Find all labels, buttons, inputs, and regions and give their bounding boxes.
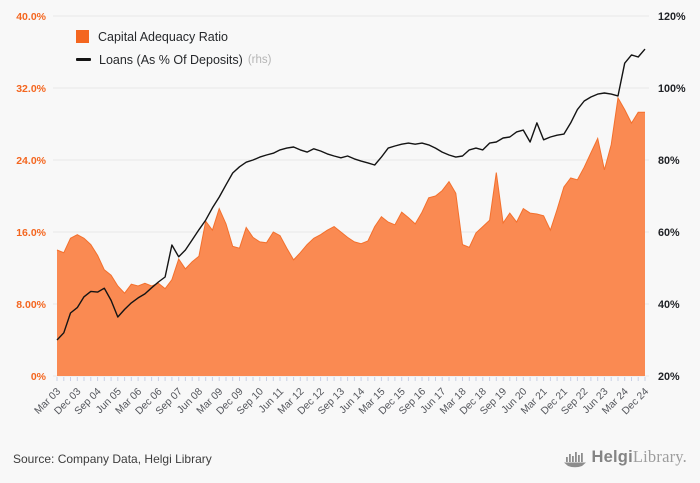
legend-suffix-rhs: (rhs): [247, 53, 272, 66]
svg-text:8.00%: 8.00%: [16, 299, 46, 311]
legend-item-loans: Loans (As % Of Deposits) (rhs): [76, 48, 271, 71]
svg-text:60%: 60%: [658, 227, 680, 239]
svg-text:100%: 100%: [658, 83, 686, 95]
svg-text:0%: 0%: [31, 371, 47, 383]
legend-label-loans: Loans (As % Of Deposits): [99, 52, 243, 67]
helgi-logo: HelgiLibrary.: [563, 446, 687, 468]
line-series-swatch: [76, 58, 91, 61]
y-axis-right: 20% 40% 60% 80% 100% 120%: [658, 11, 686, 383]
line-series-loans: [56, 48, 646, 341]
svg-text:32.0%: 32.0%: [16, 83, 46, 95]
legend-item-capital-adequacy-ratio: Capital Adequacy Ratio: [76, 25, 271, 48]
area-series-swatch: [76, 30, 89, 43]
logo-text-library: Library.: [632, 447, 687, 466]
y-axis-left: 0% 8.00% 16.0% 24.0% 32.0% 40.0%: [16, 11, 46, 383]
svg-text:120%: 120%: [658, 11, 686, 23]
svg-text:24.0%: 24.0%: [16, 155, 46, 167]
svg-text:80%: 80%: [658, 155, 680, 167]
svg-text:16.0%: 16.0%: [16, 227, 46, 239]
legend-label-capital-adequacy-ratio: Capital Adequacy Ratio: [98, 29, 228, 44]
source-text: Source: Company Data, Helgi Library: [13, 452, 212, 466]
helgi-logo-text: HelgiLibrary.: [592, 447, 687, 467]
helgi-ship-icon: [563, 452, 586, 468]
logo-text-helgi: Helgi: [591, 448, 633, 466]
svg-text:40%: 40%: [658, 299, 680, 311]
svg-text:20%: 20%: [658, 371, 680, 383]
svg-text:40.0%: 40.0%: [16, 11, 46, 23]
area-series-capital-adequacy-ratio: [56, 96, 645, 377]
chart-legend: Capital Adequacy Ratio Loans (As % Of De…: [76, 25, 271, 71]
